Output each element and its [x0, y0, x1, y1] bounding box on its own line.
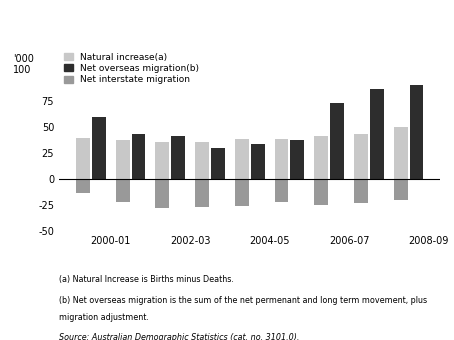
Text: migration adjustment.: migration adjustment. — [59, 313, 149, 322]
Text: Source: Australian Demographic Statistics (cat. no. 3101.0).: Source: Australian Demographic Statistic… — [59, 333, 299, 340]
Text: (b) Net overseas migration is the sum of the net permenant and long term movemen: (b) Net overseas migration is the sum of… — [59, 296, 427, 305]
Text: (a) Natural Increase is Births minus Deaths.: (a) Natural Increase is Births minus Dea… — [59, 275, 234, 284]
Legend: Natural increase(a), Net overseas migration(b), Net interstate migration: Natural increase(a), Net overseas migrat… — [64, 53, 199, 84]
Bar — [171, 136, 185, 179]
Text: '000: '000 — [13, 54, 34, 65]
Text: 100: 100 — [13, 65, 32, 75]
Bar — [394, 127, 408, 179]
Bar — [275, 139, 288, 179]
Bar — [410, 85, 424, 179]
Bar — [155, 179, 169, 208]
Bar — [354, 179, 368, 203]
Bar — [132, 134, 145, 179]
Bar — [330, 103, 344, 179]
Bar — [314, 136, 328, 179]
Bar — [314, 179, 328, 205]
Bar — [291, 140, 304, 179]
Bar — [76, 138, 90, 179]
Bar — [92, 117, 106, 179]
Bar — [235, 139, 249, 179]
Bar — [370, 89, 384, 179]
Bar — [394, 179, 408, 200]
Bar — [195, 141, 209, 179]
Bar — [195, 179, 209, 207]
Bar — [116, 140, 129, 179]
Bar — [155, 141, 169, 179]
Bar — [211, 148, 225, 179]
Bar — [354, 134, 368, 179]
Bar — [251, 143, 265, 179]
Bar — [235, 179, 249, 206]
Bar — [275, 179, 288, 202]
Bar — [76, 179, 90, 193]
Bar — [116, 179, 129, 202]
